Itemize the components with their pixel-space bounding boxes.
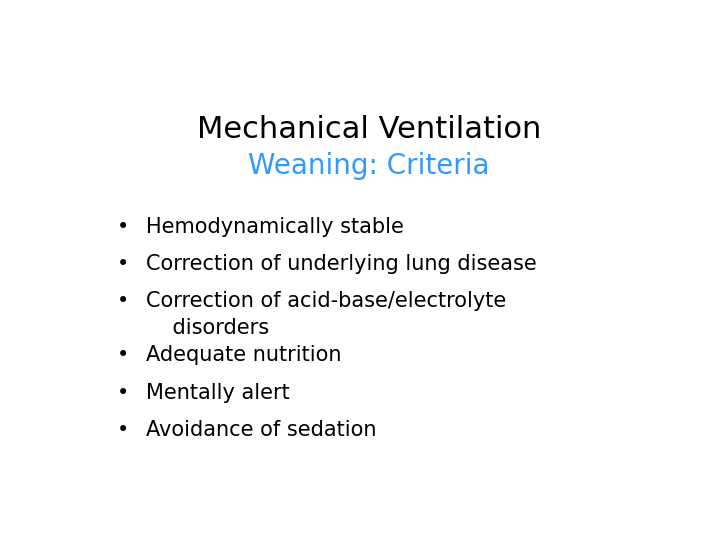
Text: •: • [117,292,130,312]
Text: Correction of acid-base/electrolyte
    disorders: Correction of acid-base/electrolyte diso… [145,292,506,338]
Text: Weaning: Criteria: Weaning: Criteria [248,152,490,180]
Text: Adequate nutrition: Adequate nutrition [145,346,341,366]
Text: •: • [117,346,130,366]
Text: •: • [117,420,130,440]
Text: Correction of underlying lung disease: Correction of underlying lung disease [145,254,536,274]
Text: Hemodynamically stable: Hemodynamically stable [145,217,404,237]
Text: •: • [117,254,130,274]
Text: Mechanical Ventilation: Mechanical Ventilation [197,114,541,144]
Text: •: • [117,217,130,237]
Text: Avoidance of sedation: Avoidance of sedation [145,420,377,440]
Text: •: • [117,383,130,403]
Text: Mentally alert: Mentally alert [145,383,289,403]
